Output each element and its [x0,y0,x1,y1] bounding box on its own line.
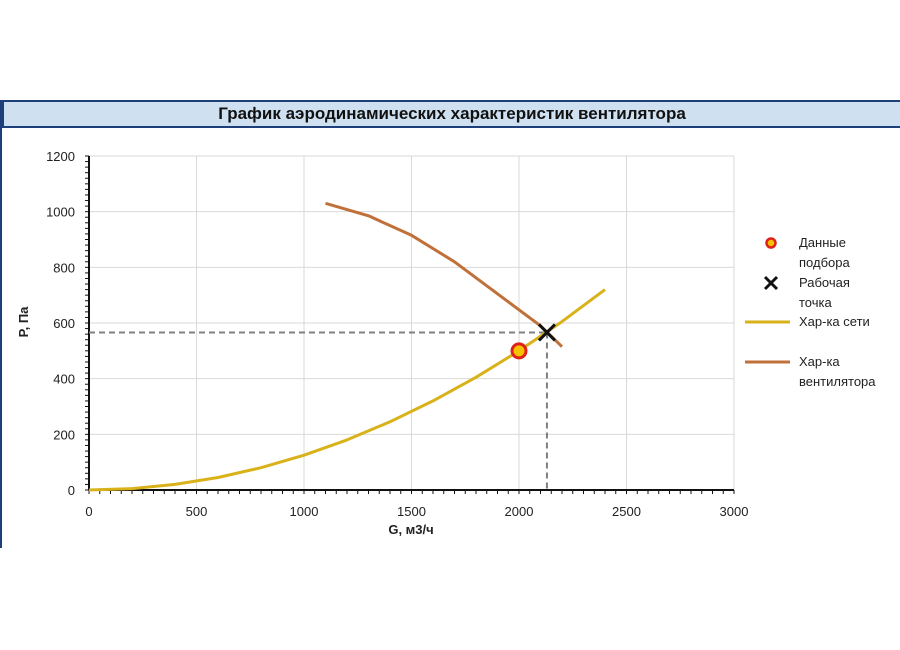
legend-label: вентилятора [799,374,876,389]
y-tick-label: 1000 [46,205,75,220]
legend-label: Хар-ка [799,354,840,369]
x-tick-label: 1500 [397,504,426,519]
series-line [325,201,564,348]
legend-icon-x [763,275,779,291]
legend-label: подбора [799,255,850,270]
y-tick-label: 400 [53,372,75,387]
y-tick-label: 1200 [46,149,75,164]
chart-title: График аэродинамических характеристик ве… [218,104,686,123]
series-layer [88,201,606,492]
axes: 0 500 1000 1500 2000 2500 3000 0 200 400 600 800 100… [46,149,748,519]
y-tick-label: 200 [53,427,75,442]
working-point-marker [537,323,557,342]
grid-lines [89,155,735,490]
y-tick-label: 0 [68,483,75,498]
series-line [88,288,606,492]
chart-title-bar: График аэродинамических характеристик ве… [2,100,900,128]
legend-label: Хар-ка сети [799,314,870,329]
selection-data-marker [510,342,528,360]
x-axis-label: G, м3/ч [388,522,433,537]
y-axis-label: P, Па [16,306,31,338]
legend: Данные подбора Рабочая точка Хар-ка сети Хар-… [745,235,876,389]
y-tick-label: 600 [53,316,75,331]
y-tick-label: 800 [53,260,75,275]
x-tick-label: 2000 [505,504,534,519]
x-tick-label: 1000 [290,504,319,519]
x-tick-label: 3000 [720,504,749,519]
x-tick-label: 0 [85,504,92,519]
legend-label: точка [799,295,832,310]
chart-panel: График аэродинамических характеристик ве… [0,100,900,548]
legend-label: Данные [799,235,846,250]
legend-label: Рабочая [799,275,850,290]
x-tick-label: 2500 [612,504,641,519]
legend-icon-circle [765,237,777,249]
working-point-guides [89,331,548,490]
x-tick-label: 500 [186,504,208,519]
